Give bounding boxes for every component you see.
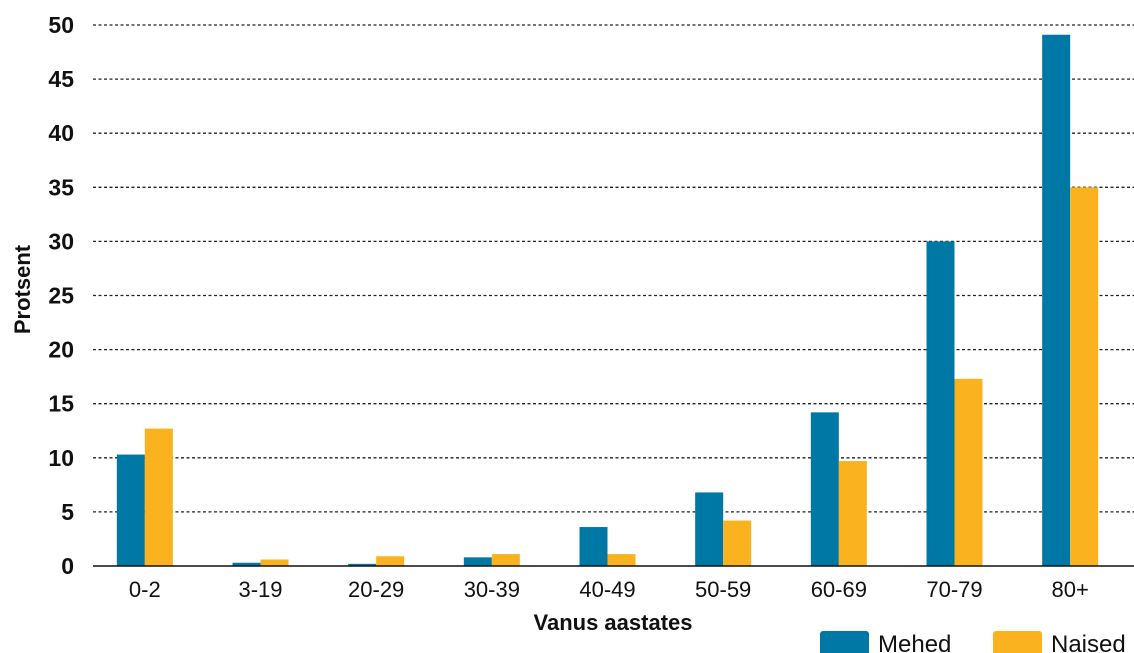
- bar-mehed: [579, 527, 608, 566]
- gridlines: [93, 24, 1134, 513]
- x-tick-label: 3-19: [238, 577, 282, 602]
- bar-naised: [723, 520, 752, 566]
- bar-naised: [1070, 187, 1099, 567]
- x-tick-label: 40-49: [579, 577, 635, 602]
- bar-naised: [144, 428, 173, 566]
- legend-swatch-mehed: [820, 631, 869, 653]
- legend-label-mehed: Mehed: [878, 631, 951, 653]
- bar-naised: [491, 554, 520, 566]
- y-tick-label: 40: [48, 120, 74, 146]
- x-tick-label: 80+: [1052, 577, 1089, 602]
- x-axis-ticks: 0-2 3-19 20-29 30-39 40-49 50-59 60-69 70-79 80+: [129, 577, 1089, 602]
- x-tick-label: 0-2: [129, 577, 161, 602]
- bar-naised: [954, 378, 983, 566]
- legend-swatch-naised: [993, 631, 1042, 653]
- y-tick-label: 5: [61, 499, 74, 525]
- y-tick-label: 20: [48, 337, 74, 363]
- x-tick-label: 20-29: [348, 577, 404, 602]
- y-axis-title: Protsent: [10, 244, 35, 334]
- x-tick-label: 50-59: [695, 577, 751, 602]
- bar-naised: [838, 461, 867, 566]
- x-tick-label: 30-39: [464, 577, 520, 602]
- y-tick-label: 30: [48, 228, 74, 254]
- y-tick-label: 50: [48, 12, 74, 38]
- bar-mehed: [695, 492, 724, 566]
- y-axis-ticks: 0 5 10 15 20 25 30 35 40 45 50: [48, 12, 74, 579]
- x-axis-title: Vanus aastates: [534, 610, 693, 635]
- y-tick-label: 10: [48, 445, 74, 471]
- bar-mehed: [926, 241, 955, 566]
- bar-naised: [260, 559, 289, 566]
- bar-mehed: [348, 563, 377, 566]
- legend: Mehed Naised: [820, 631, 1126, 653]
- bar-mehed: [463, 557, 492, 566]
- y-tick-label: 0: [61, 553, 74, 579]
- bar-naised: [376, 556, 405, 566]
- legend-label-naised: Naised: [1051, 631, 1126, 653]
- y-tick-label: 45: [48, 66, 74, 92]
- bar-mehed: [810, 412, 839, 566]
- bar-naised: [607, 554, 636, 566]
- bars: [116, 34, 1099, 567]
- y-tick-label: 15: [48, 391, 74, 417]
- bar-mehed: [232, 562, 261, 566]
- x-tick-label: 60-69: [811, 577, 867, 602]
- bar-mehed: [116, 454, 145, 566]
- bar-mehed: [1042, 34, 1071, 567]
- y-tick-label: 25: [48, 283, 74, 309]
- y-tick-label: 35: [48, 174, 74, 200]
- x-tick-label: 70-79: [926, 577, 982, 602]
